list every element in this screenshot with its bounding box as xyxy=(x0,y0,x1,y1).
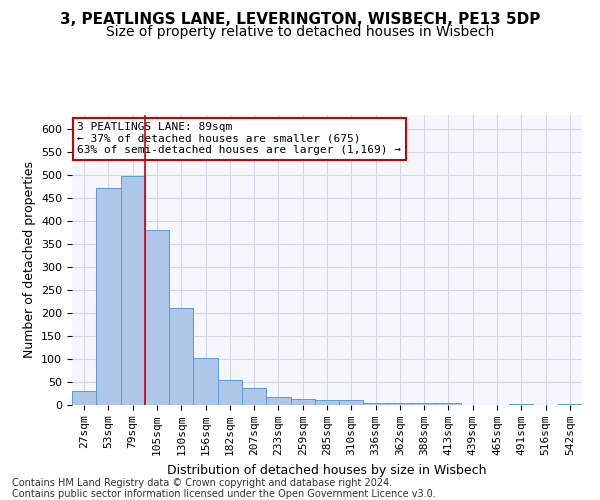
Text: 3, PEATLINGS LANE, LEVERINGTON, WISBECH, PE13 5DP: 3, PEATLINGS LANE, LEVERINGTON, WISBECH,… xyxy=(60,12,540,28)
Y-axis label: Number of detached properties: Number of detached properties xyxy=(23,162,35,358)
Bar xyxy=(412,402,436,405)
Bar xyxy=(242,388,266,405)
Bar xyxy=(388,403,412,405)
Bar xyxy=(266,396,290,405)
Bar xyxy=(193,358,218,405)
Bar xyxy=(315,400,339,405)
Bar xyxy=(364,402,388,405)
Bar xyxy=(509,404,533,405)
Bar xyxy=(169,308,193,405)
Text: 3 PEATLINGS LANE: 89sqm
← 37% of detached houses are smaller (675)
63% of semi-d: 3 PEATLINGS LANE: 89sqm ← 37% of detache… xyxy=(77,122,401,156)
X-axis label: Distribution of detached houses by size in Wisbech: Distribution of detached houses by size … xyxy=(167,464,487,476)
Bar xyxy=(96,188,121,405)
Text: Contains HM Land Registry data © Crown copyright and database right 2024.
Contai: Contains HM Land Registry data © Crown c… xyxy=(12,478,436,499)
Bar xyxy=(145,230,169,405)
Bar xyxy=(436,402,461,405)
Bar xyxy=(121,176,145,405)
Bar xyxy=(290,399,315,405)
Bar xyxy=(72,391,96,405)
Bar xyxy=(558,404,582,405)
Bar xyxy=(218,380,242,405)
Bar xyxy=(339,400,364,405)
Text: Size of property relative to detached houses in Wisbech: Size of property relative to detached ho… xyxy=(106,25,494,39)
